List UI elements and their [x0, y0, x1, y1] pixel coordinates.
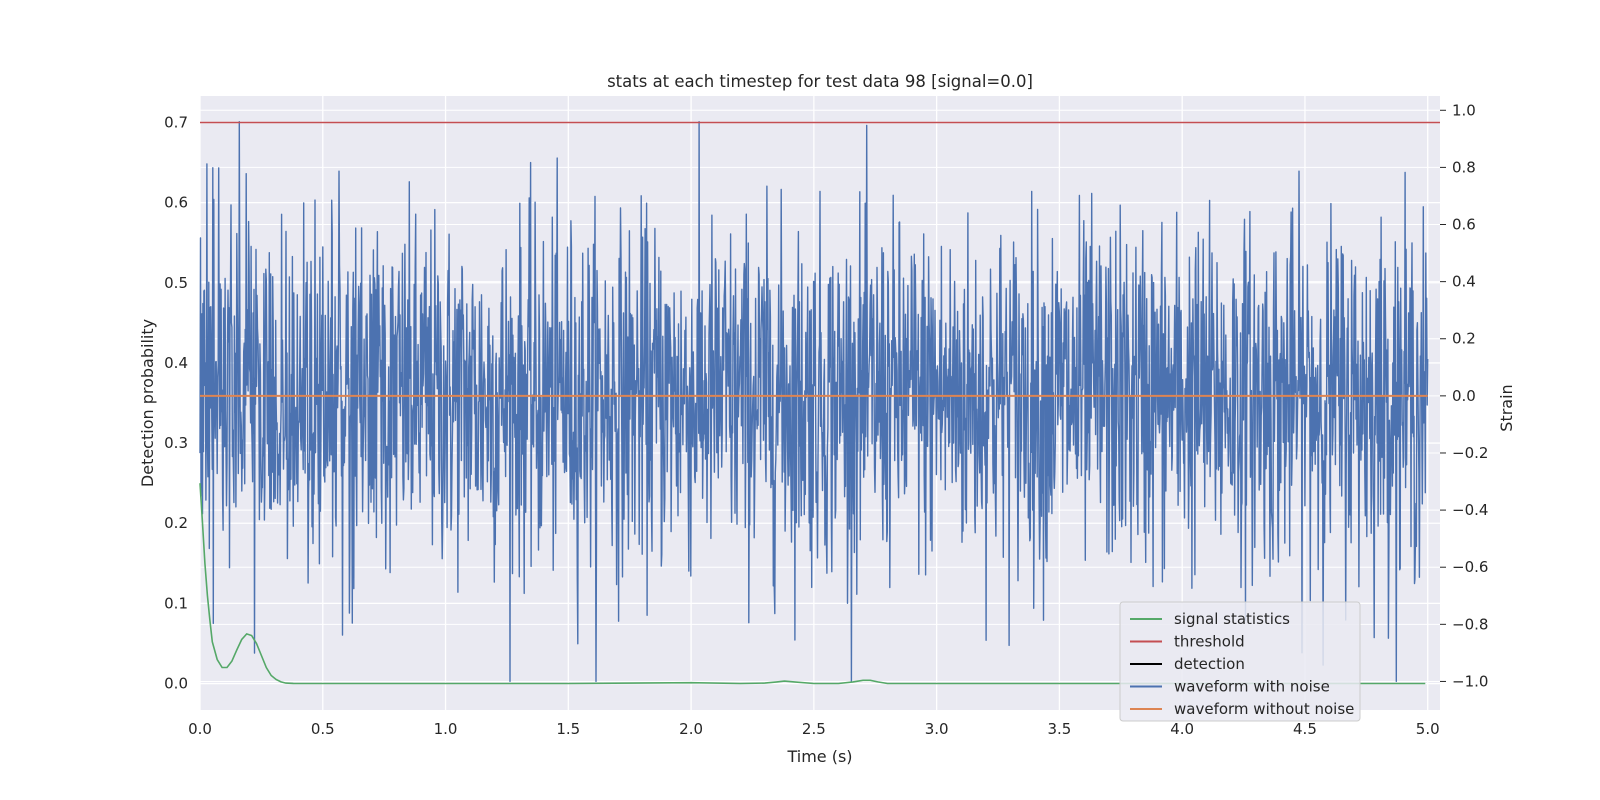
left-y-tick-label: 0.2: [164, 514, 188, 532]
right-y-tick-label: 0.4: [1452, 273, 1476, 291]
left-y-axis-ticks: 0.0 0.1 0.2 0.3 0.4 0.5 0.6 0.7: [164, 113, 188, 692]
x-tick-label: 3.0: [925, 720, 949, 738]
left-y-tick-label: 0.7: [164, 113, 188, 131]
x-tick-label: 4.5: [1293, 720, 1317, 738]
right-y-tick-label: −0.6: [1452, 558, 1488, 576]
x-tick-label: 1.0: [434, 720, 458, 738]
left-y-tick-label: 0.3: [164, 434, 188, 452]
x-axis-label: Time (s): [786, 747, 852, 766]
right-y-tick-label: 0.2: [1452, 330, 1476, 348]
x-tick-label: 3.5: [1047, 720, 1071, 738]
legend-box: [1119, 601, 1361, 722]
right-y-tick-label: 0.6: [1452, 216, 1476, 234]
x-tick-label: 0.0: [188, 720, 212, 738]
left-y-tick-label: 0.4: [164, 354, 188, 372]
waveform-with-noise-line: [199, 121, 1429, 683]
legend-label: waveform with noise: [1174, 678, 1330, 696]
right-y-tick-label: −0.4: [1452, 501, 1488, 519]
x-tick-label: 4.0: [1170, 720, 1194, 738]
series-layer: [199, 121, 1440, 685]
left-y-tick-label: 0.6: [164, 194, 188, 212]
right-y-axis-label: Strain: [1497, 384, 1516, 431]
legend-label: waveform without noise: [1174, 700, 1354, 718]
left-y-tick-label: 0.5: [164, 274, 188, 292]
left-y-tick-label: 0.1: [164, 594, 188, 612]
signal-statistics-line: [199, 483, 1426, 685]
right-y-tick-label: −0.2: [1452, 444, 1488, 462]
left-y-axis-label: Detection probability: [138, 319, 157, 487]
x-tick-label: 5.0: [1416, 720, 1440, 738]
legend: signal statistics threshold detection wavef…: [1119, 601, 1361, 722]
x-tick-label: 2.0: [679, 720, 703, 738]
x-tick-label: 1.5: [556, 720, 580, 738]
right-y-tick-label: −1.0: [1452, 672, 1488, 690]
right-y-axis-ticks: −1.0 −0.8 −0.6 −0.4 −0.2 0.0 0.2 0.4 0.6 0.8 1.0: [1440, 101, 1488, 690]
right-y-tick-label: −0.8: [1452, 615, 1488, 633]
chart-title: stats at each timestep for test data 98 …: [607, 72, 1033, 91]
right-y-tick-label: 1.0: [1452, 101, 1476, 119]
right-y-tick-label: 0.0: [1452, 387, 1476, 405]
x-axis-ticks: 0.0 0.5 1.0 1.5 2.0 2.5 3.0 3.5 4.0 4.5 5.0: [188, 720, 1440, 738]
x-tick-label: 0.5: [311, 720, 335, 738]
legend-label: signal statistics: [1174, 610, 1290, 628]
legend-label: detection: [1174, 655, 1245, 673]
x-tick-label: 2.5: [802, 720, 826, 738]
legend-label: threshold: [1174, 633, 1245, 651]
left-y-tick-label: 0.0: [164, 675, 188, 693]
right-y-tick-label: 0.8: [1452, 158, 1476, 176]
